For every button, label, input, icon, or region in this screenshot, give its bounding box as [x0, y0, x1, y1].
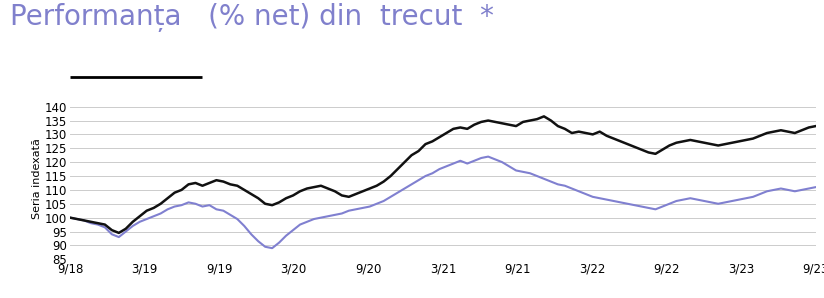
Text: Performanța   (% net) din  trecut  *: Performanța (% net) din trecut *: [10, 3, 494, 32]
Y-axis label: Seria indexată: Seria indexată: [32, 138, 42, 219]
